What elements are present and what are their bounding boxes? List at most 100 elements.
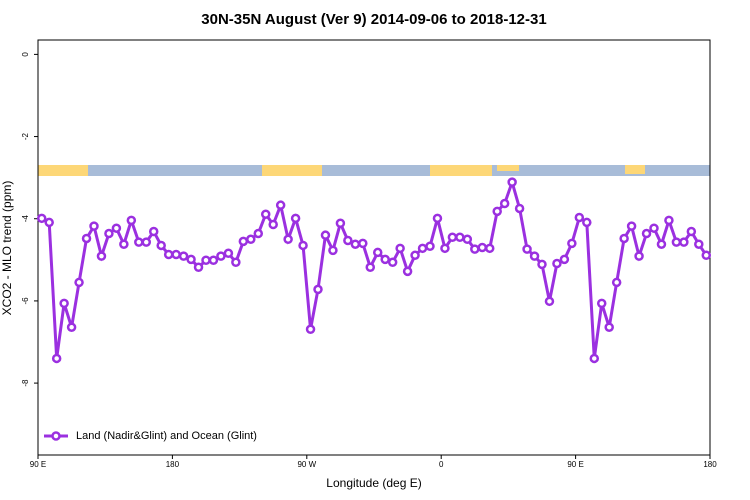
- data-point: [649, 223, 659, 233]
- data-point: [604, 322, 614, 332]
- data-point: [81, 233, 92, 244]
- data-point: [66, 322, 77, 332]
- land-strip: [262, 165, 322, 176]
- data-point: [163, 249, 174, 260]
- data-point: [552, 258, 562, 269]
- data-point: [522, 244, 532, 254]
- data-point: [104, 228, 114, 239]
- data-point: [36, 213, 47, 224]
- land-strip: [497, 165, 519, 171]
- data-point: [223, 248, 234, 259]
- ocean-strip: [38, 165, 710, 176]
- data-point: [582, 217, 592, 228]
- data-point: [134, 237, 144, 247]
- data-point: [201, 255, 211, 265]
- data-point: [477, 242, 488, 253]
- data-point: [589, 353, 600, 364]
- data-point: [410, 250, 420, 261]
- data-point: [290, 213, 301, 224]
- data-point: [529, 251, 540, 261]
- land-strip: [38, 165, 88, 176]
- data-point: [216, 251, 226, 261]
- y-tick-label: -2: [21, 132, 30, 140]
- data-point: [253, 228, 264, 239]
- land-strip: [430, 165, 492, 176]
- data-point: [178, 251, 189, 261]
- data-point: [148, 226, 159, 237]
- data-point: [268, 219, 278, 230]
- data-point: [402, 266, 413, 277]
- legend-label: Land (Nadir&Glint) and Ocean (Glint): [76, 430, 257, 442]
- x-tick-label: 90 W: [297, 460, 316, 469]
- data-point: [686, 226, 697, 237]
- data-point: [425, 241, 435, 252]
- data-point: [208, 255, 219, 265]
- data-point: [626, 221, 637, 231]
- data-point: [320, 230, 331, 240]
- data-point: [634, 251, 644, 261]
- data-point: [641, 228, 652, 239]
- data-point: [358, 238, 368, 249]
- data-point: [275, 200, 286, 210]
- data-point: [470, 244, 480, 254]
- data-point: [596, 298, 607, 309]
- data-point: [343, 235, 353, 246]
- data-point: [246, 234, 256, 245]
- data-point: [126, 215, 137, 226]
- x-tick-label: 90 E: [30, 460, 46, 469]
- data-point: [313, 284, 323, 295]
- data-point: [611, 277, 622, 288]
- data-point: [193, 262, 204, 272]
- data-point: [298, 240, 308, 251]
- data-point: [417, 243, 428, 254]
- data-point: [231, 257, 241, 268]
- data-point: [238, 236, 249, 247]
- y-tick-label: -6: [21, 297, 30, 305]
- data-point: [432, 213, 443, 224]
- data-point: [283, 234, 293, 245]
- data-point: [141, 237, 152, 247]
- data-point: [186, 254, 196, 265]
- y-tick-label: -8: [21, 379, 30, 387]
- plot-frame: [37, 39, 711, 456]
- data-point: [507, 177, 517, 187]
- data-point: [574, 212, 585, 223]
- data-point: [544, 296, 555, 307]
- data-point: [499, 198, 510, 209]
- series-line: [41, 177, 708, 359]
- data-point: [380, 254, 390, 265]
- land-ocean-strip: [38, 165, 710, 176]
- data-point: [51, 353, 62, 364]
- data-point: [372, 247, 383, 258]
- x-tick-label: 90 E: [567, 460, 583, 469]
- data-point: [492, 206, 502, 217]
- data-point: [701, 250, 712, 261]
- data-point: [44, 217, 54, 228]
- data-point: [395, 243, 405, 254]
- data-point: [694, 239, 704, 249]
- data-point: [440, 243, 450, 254]
- data-point: [656, 239, 667, 249]
- chart-title: 30N-35N August (Ver 9) 2014-09-06 to 201…: [201, 11, 546, 28]
- data-point: [365, 262, 376, 272]
- data-point: [335, 218, 346, 229]
- data-point: [328, 245, 338, 256]
- data-point: [305, 324, 316, 335]
- data-point: [514, 203, 525, 214]
- data-point: [462, 234, 473, 245]
- data-point: [119, 239, 129, 249]
- data-point: [559, 254, 570, 265]
- x-tick-label: 180: [166, 460, 180, 469]
- data-point: [74, 277, 84, 288]
- data-point: [671, 237, 682, 247]
- land-strip: [625, 165, 645, 174]
- legend-marker: [51, 431, 61, 441]
- data-point: [537, 259, 547, 270]
- data-point: [96, 251, 107, 261]
- data-point: [619, 233, 629, 244]
- data-point: [484, 243, 495, 254]
- data-point: [447, 232, 458, 242]
- data-point: [455, 232, 465, 242]
- x-tick-label: 180: [703, 460, 717, 469]
